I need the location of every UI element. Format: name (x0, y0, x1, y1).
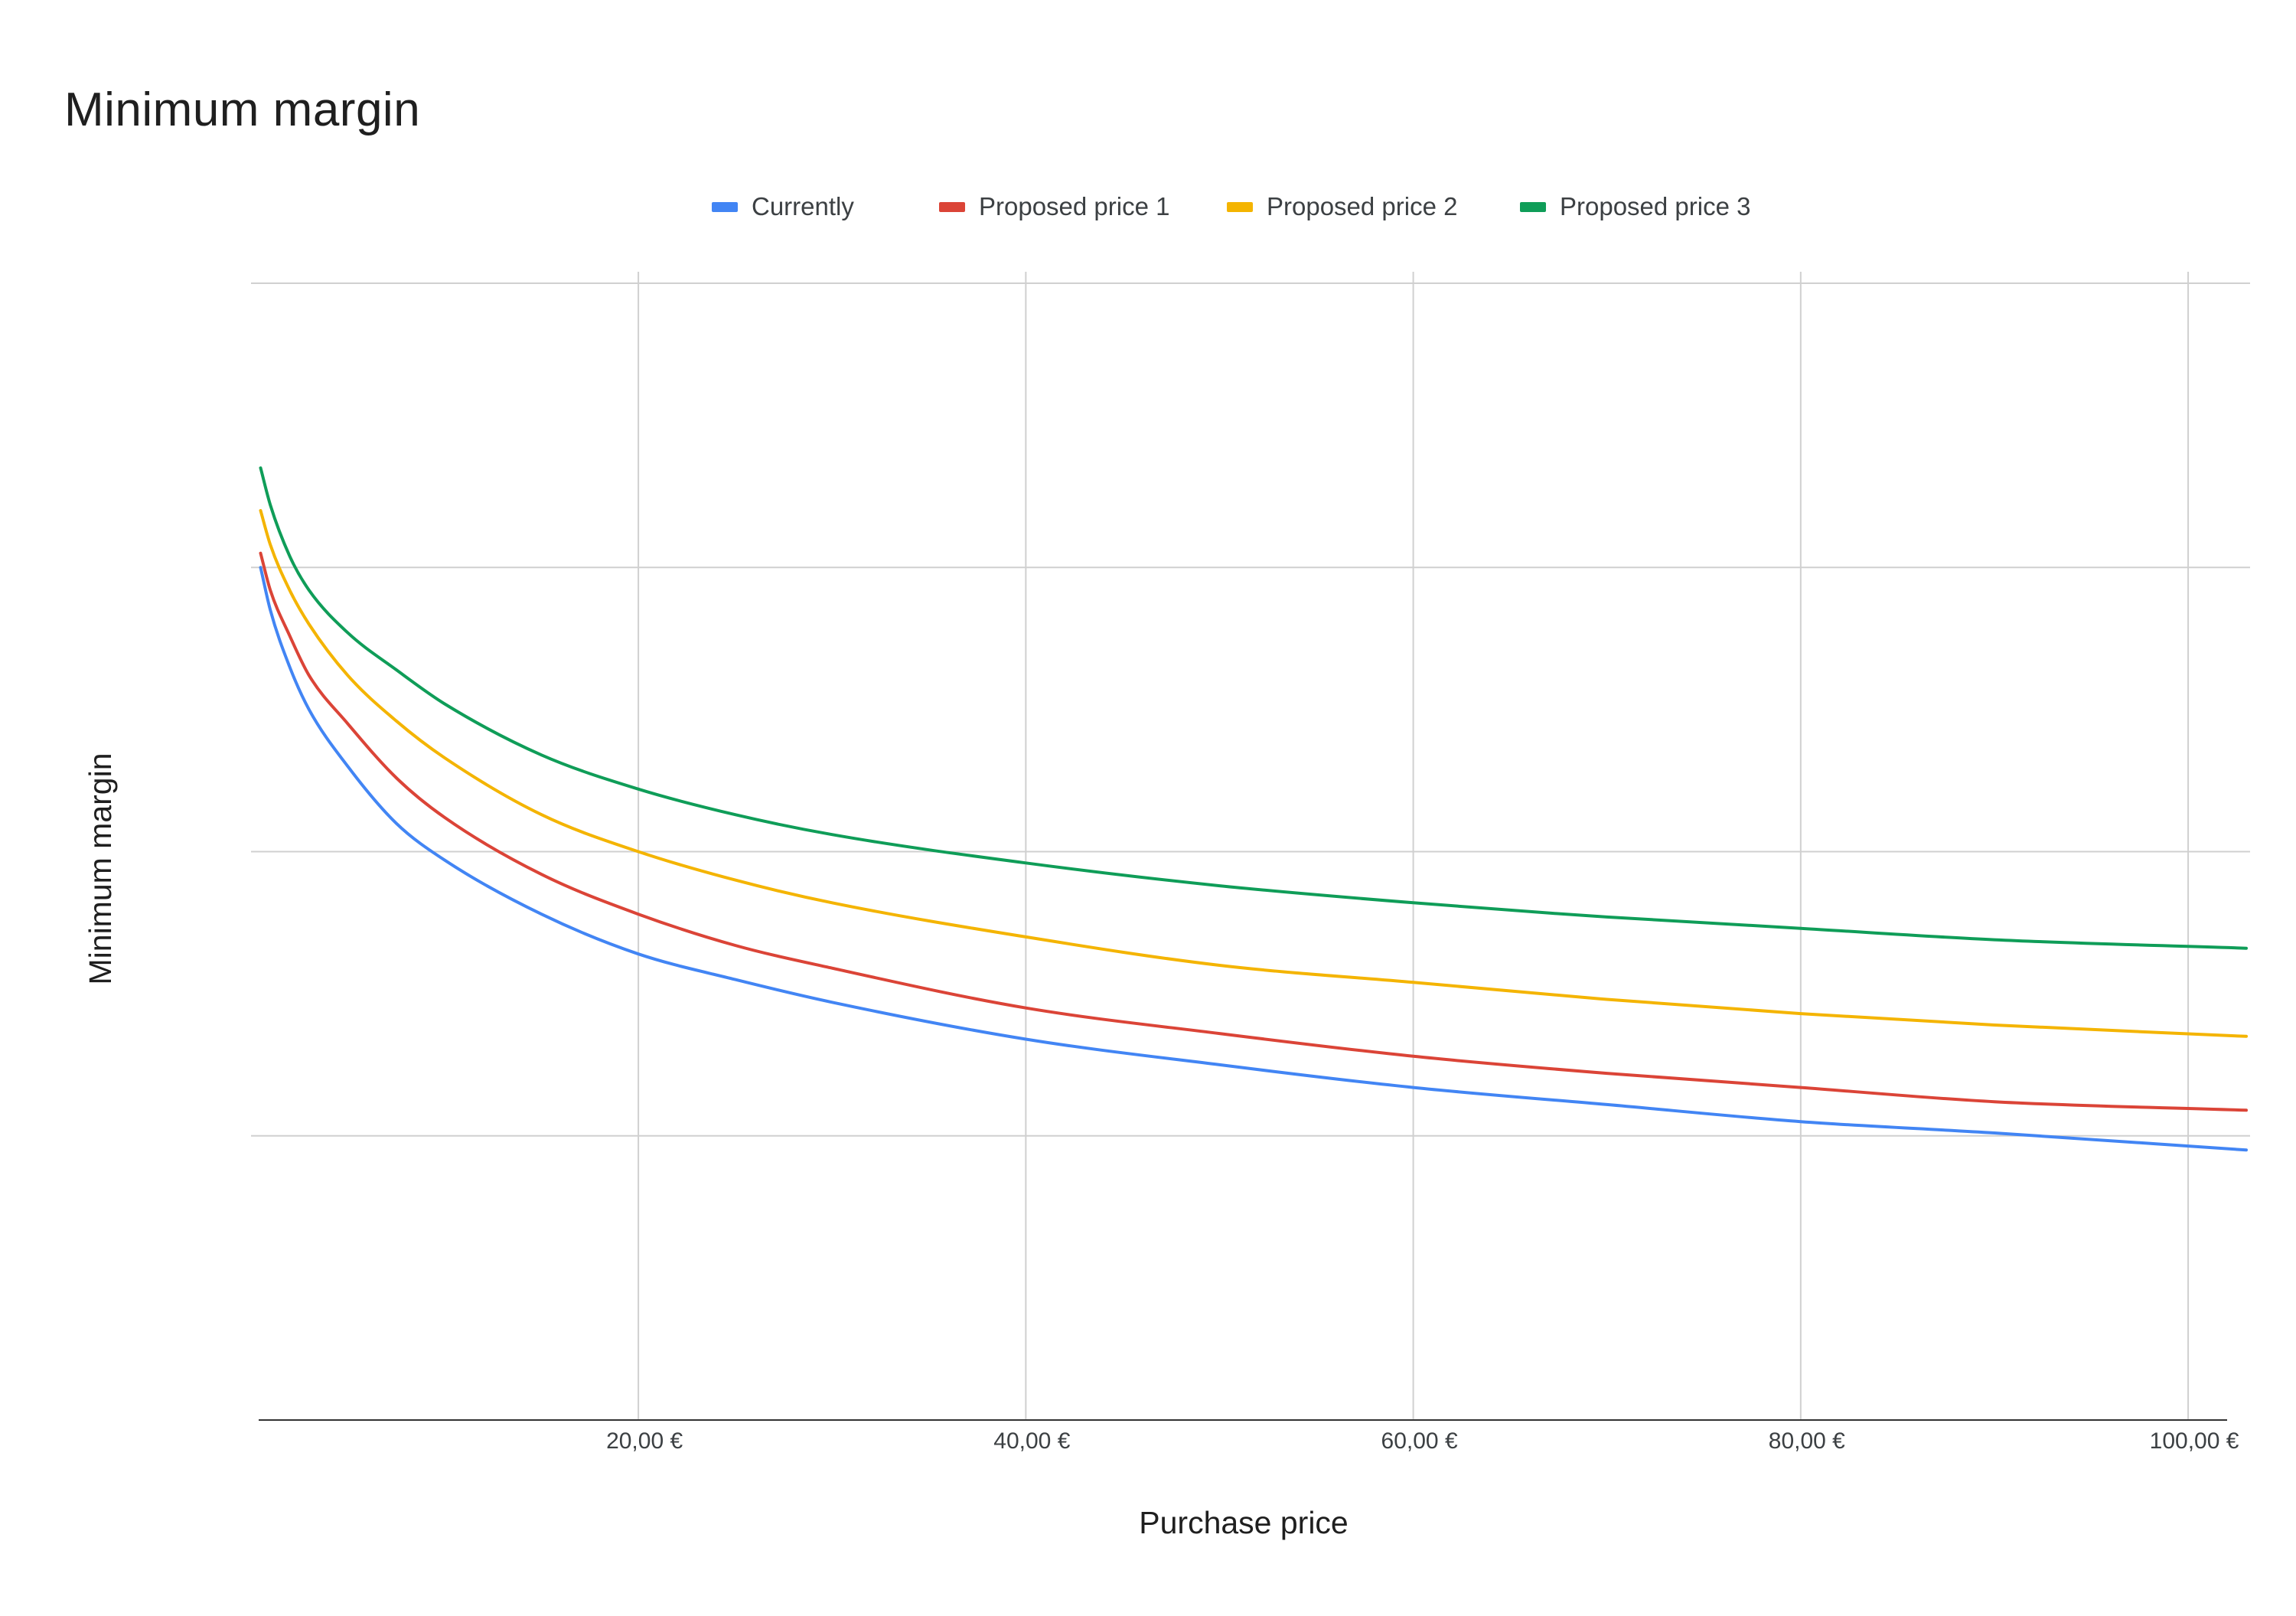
x-tick-label: 20,00 € (606, 1428, 683, 1454)
y-axis-title: Minimum margin (83, 753, 118, 985)
legend-item-proposed-price-2[interactable]: Proposed price 2 (1227, 184, 1457, 230)
legend-label: Currently (752, 192, 854, 220)
legend-label: Proposed price 3 (1560, 192, 1751, 220)
chart-title: Minimum margin (64, 83, 421, 136)
legend-swatch-proposed-price-2 (1227, 201, 1253, 212)
x-tick-label: 40,00 € (993, 1428, 1070, 1454)
x-tick-label: 80,00 € (1769, 1428, 1845, 1454)
series-lines (259, 466, 2248, 1152)
legend-label: Proposed price 2 (1267, 192, 1458, 220)
series-line-currently[interactable] (259, 566, 2248, 1152)
vertical-gridlines (638, 272, 2190, 1420)
legend-label: Proposed price 1 (979, 192, 1170, 220)
legend-swatch-currently (712, 201, 738, 212)
series-line-proposed-price-3[interactable] (259, 466, 2248, 950)
legend-swatch-proposed-price-1 (939, 201, 965, 212)
legend-item-proposed-price-1[interactable]: Proposed price 1 (939, 184, 1169, 230)
x-tick-label: 100,00 € (2150, 1428, 2239, 1454)
x-tick-label: 60,00 € (1381, 1428, 1458, 1454)
legend: Currently Proposed price 1 Proposed pric… (0, 184, 2296, 230)
legend-item-proposed-price-3[interactable]: Proposed price 3 (1520, 184, 1750, 230)
series-line-proposed-price-1[interactable] (259, 551, 2248, 1112)
legend-item-currently[interactable]: Currently (712, 184, 854, 230)
series-line-proposed-price-2[interactable] (259, 509, 2248, 1038)
x-tick-labels: 20,00 € 40,00 € 60,00 € 80,00 € 100,00 € (606, 1428, 2239, 1454)
horizontal-gridlines (251, 282, 2250, 1137)
x-axis-title: Purchase price (1139, 1505, 1348, 1540)
legend-swatch-proposed-price-3 (1520, 201, 1546, 212)
